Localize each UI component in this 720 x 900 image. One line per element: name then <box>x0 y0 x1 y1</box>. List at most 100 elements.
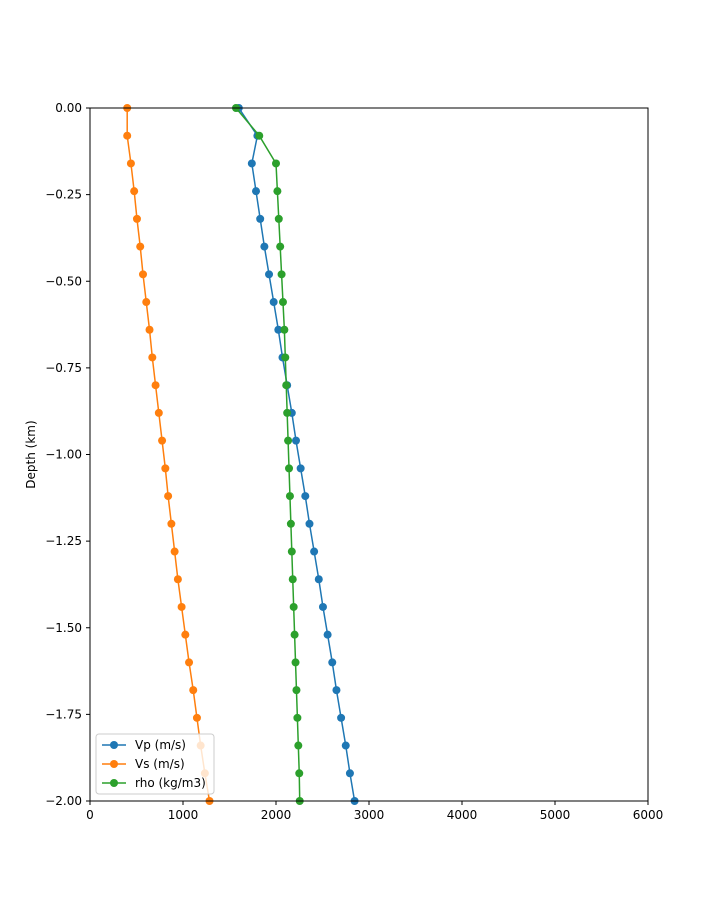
data-point-vs <box>192 713 201 722</box>
data-point-vp <box>345 769 354 778</box>
data-point-vp <box>269 298 278 307</box>
y-tick-label: −1.50 <box>45 621 82 635</box>
series-layer <box>123 104 359 805</box>
data-point-rho <box>286 519 295 528</box>
x-axis: 0 1000 2000 3000 4000 5000 6000 <box>86 801 663 822</box>
legend-label: Vp (m/s) <box>135 738 186 752</box>
series-line-rho <box>235 107 301 802</box>
data-point-vp <box>274 325 283 334</box>
x-tick-label: 1000 <box>168 808 199 822</box>
y-tick-label: −0.75 <box>45 361 82 375</box>
x-tick-label: 4000 <box>447 808 478 822</box>
legend-item-rho: rho (kg/m3) <box>102 776 206 790</box>
data-point-vp <box>291 436 300 445</box>
x-tick-label: 2000 <box>261 808 292 822</box>
legend-marker <box>110 760 118 768</box>
data-point-rho <box>291 658 300 667</box>
data-point-rho <box>283 408 292 417</box>
data-point-rho <box>285 464 294 473</box>
data-point-vs <box>132 214 141 223</box>
data-point-vp <box>318 602 327 611</box>
data-point-vs <box>189 686 198 695</box>
data-point-vs <box>123 131 132 140</box>
data-point-rho <box>255 131 264 140</box>
data-point-vs <box>130 187 139 196</box>
data-point-vs <box>164 492 173 501</box>
y-tick-label: −0.25 <box>45 188 82 202</box>
data-point-rho <box>290 630 299 639</box>
y-tick-label: −1.75 <box>45 707 82 721</box>
data-point-rho <box>284 436 293 445</box>
series-vp <box>234 104 359 805</box>
data-point-vp <box>328 658 337 667</box>
data-point-vs <box>142 298 151 307</box>
data-point-vs <box>154 408 163 417</box>
data-point-vs <box>161 464 170 473</box>
data-point-rho <box>272 159 280 168</box>
data-point-vp <box>305 519 314 528</box>
legend-marker <box>110 779 118 787</box>
data-point-vs <box>158 436 167 445</box>
data-point-rho <box>287 547 296 556</box>
series-rho <box>232 104 304 805</box>
y-tick-label: −2.00 <box>45 794 82 808</box>
legend-label: Vs (m/s) <box>135 757 185 771</box>
legend: Vp (m/s) Vs (m/s) rho (kg/m3) <box>95 733 215 795</box>
data-point-rho <box>289 602 298 611</box>
data-point-vs <box>181 630 190 639</box>
x-tick-label: 5000 <box>540 808 571 822</box>
legend-label: rho (kg/m3) <box>135 776 206 790</box>
data-point-vs <box>151 381 160 390</box>
data-point-rho <box>292 686 301 695</box>
data-point-rho <box>288 575 297 584</box>
series-line-vp <box>238 107 356 802</box>
data-point-vp <box>256 214 265 223</box>
data-point-vs <box>177 602 186 611</box>
data-point-rho <box>293 713 302 722</box>
x-tick-label: 6000 <box>633 808 664 822</box>
data-point-vs <box>145 325 154 334</box>
data-point-vp <box>341 741 350 750</box>
data-point-rho <box>285 492 294 501</box>
data-point-rho <box>273 187 282 196</box>
data-point-vp <box>332 686 341 695</box>
x-tick-label: 0 <box>86 808 94 822</box>
y-tick-label: −1.25 <box>45 534 82 548</box>
data-point-rho <box>276 242 285 251</box>
data-point-vs <box>126 159 135 168</box>
x-tick-label: 3000 <box>354 808 385 822</box>
legend-item-vp: Vp (m/s) <box>102 738 186 752</box>
series-line-vs <box>126 108 211 802</box>
data-point-vp <box>310 547 319 556</box>
data-point-vs <box>136 242 145 251</box>
legend-marker <box>110 741 118 749</box>
data-point-rho <box>278 298 287 307</box>
data-point-vs <box>173 575 182 584</box>
data-point-rho <box>295 769 304 778</box>
data-point-vp <box>247 159 256 168</box>
data-point-vp <box>314 575 323 584</box>
data-point-vp <box>296 464 305 473</box>
data-point-rho <box>277 270 286 279</box>
y-tick-label: −1.00 <box>45 448 82 462</box>
data-point-rho <box>294 741 303 750</box>
data-point-rho <box>274 214 283 223</box>
data-point-rho <box>282 381 291 390</box>
legend-box <box>95 733 215 795</box>
series-vs <box>123 104 214 805</box>
data-point-vp <box>323 630 332 639</box>
data-point-vp <box>301 492 310 501</box>
data-point-rho <box>280 325 289 334</box>
data-point-vp <box>260 242 269 251</box>
data-point-vs <box>148 353 157 362</box>
data-point-vs <box>170 547 179 556</box>
y-tick-label: 0.00 <box>55 101 82 115</box>
data-point-vs <box>167 519 176 528</box>
y-tick-label: −0.50 <box>45 274 82 288</box>
plot-frame <box>89 107 649 802</box>
data-point-vs <box>185 658 194 667</box>
data-point-vs <box>139 270 148 279</box>
legend-item-vs: Vs (m/s) <box>102 757 185 771</box>
y-axis-label: Depth (km) <box>24 420 38 488</box>
